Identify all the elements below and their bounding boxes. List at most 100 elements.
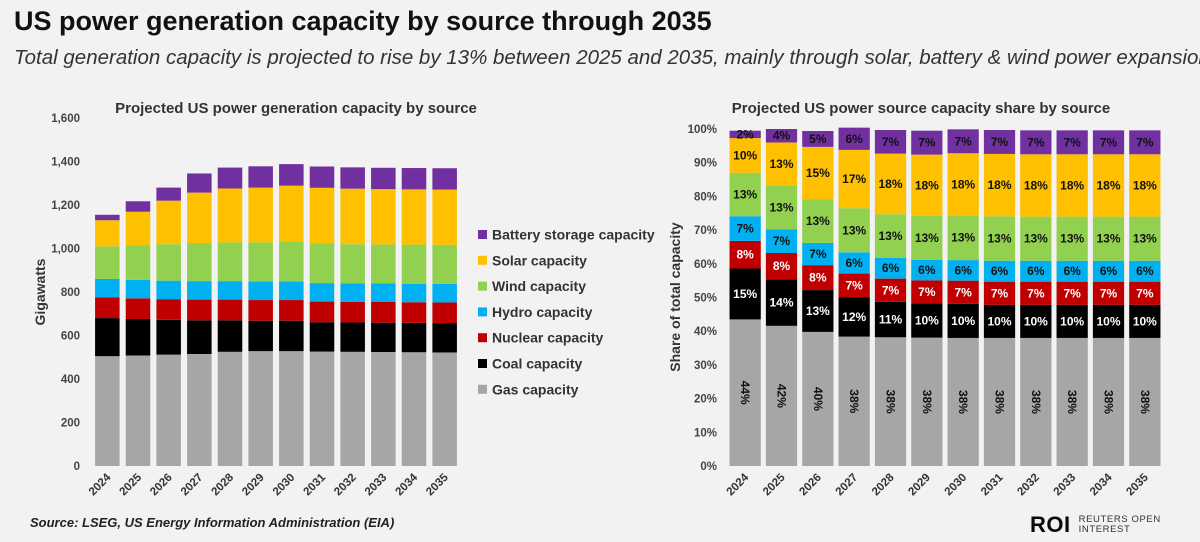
share-segment-hydro <box>1020 260 1052 282</box>
bar-segment-wind <box>279 241 304 282</box>
bar-segment-hydro <box>340 283 365 302</box>
bar-segment-nuclear <box>156 299 181 320</box>
bar-segment-battery <box>279 164 304 186</box>
bar-segment-battery <box>95 214 120 221</box>
bar-segment-gas <box>187 353 212 466</box>
left-y-tick-label: 800 <box>61 287 80 299</box>
share-segment-nuclear <box>1129 281 1161 305</box>
bar-segment-wind <box>340 244 365 284</box>
legend-label-wind: Wind capacity <box>492 278 586 294</box>
share-data-label-nuclear: 7% <box>1100 286 1118 300</box>
bar-segment-coal <box>95 318 120 357</box>
right-x-tick-label: 2033 <box>1052 472 1079 499</box>
right-chart-title: Projected US power source capacity share… <box>732 100 1111 117</box>
right-y-tick-label: 40% <box>694 326 717 338</box>
left-y-tick-label: 1,400 <box>51 157 80 169</box>
bar-segment-nuclear <box>125 298 151 319</box>
bar-segment-solar <box>248 187 273 243</box>
share-data-label-gas: 38% <box>1029 390 1043 414</box>
right-x-tick-label: 2029 <box>906 472 933 499</box>
share-data-label-battery: 7% <box>1027 135 1045 149</box>
share-data-label-hydro: 6% <box>1063 264 1081 278</box>
share-data-label-coal: 10% <box>1133 314 1157 328</box>
share-data-label-gas: 38% <box>847 389 861 413</box>
share-segment-gas <box>1092 337 1125 466</box>
right-x-tick-label: 2026 <box>797 472 824 499</box>
share-data-label-battery: 7% <box>1063 135 1081 149</box>
share-data-label-wind: 13% <box>951 231 975 245</box>
bar-segment-wind <box>248 242 273 282</box>
bar-segment-nuclear <box>248 300 273 321</box>
share-data-label-wind: 13% <box>769 201 793 215</box>
share-data-label-battery: 7% <box>954 134 972 148</box>
share-data-label-nuclear: 7% <box>954 285 972 299</box>
share-segment-coal <box>947 303 979 338</box>
bar-segment-gas <box>340 351 365 466</box>
share-data-label-gas: 38% <box>1065 390 1079 414</box>
share-data-label-gas: 44% <box>738 381 752 405</box>
bar-segment-wind <box>125 245 151 280</box>
share-data-label-battery: 6% <box>845 132 863 146</box>
share-segment-solar <box>874 153 907 215</box>
bar-segment-solar <box>432 189 457 245</box>
share-data-label-wind: 13% <box>733 188 757 202</box>
right-x-tick-label: 2031 <box>979 471 1006 498</box>
bar-segment-solar <box>187 192 212 244</box>
bar-segment-wind <box>187 243 212 282</box>
share-segment-nuclear <box>983 281 1016 305</box>
bar-segment-hydro <box>95 278 120 298</box>
share-data-label-coal: 10% <box>915 314 939 328</box>
share-data-label-solar: 18% <box>1133 178 1157 192</box>
bar-segment-coal <box>340 322 365 352</box>
bar-segment-hydro <box>187 281 212 300</box>
logo-sub-line-2: INTEREST <box>1078 524 1131 535</box>
bar-segment-hydro <box>309 283 335 302</box>
share-segment-hydro <box>1129 260 1161 282</box>
share-data-label-gas: 38% <box>884 390 898 414</box>
share-data-label-wind: 13% <box>1096 232 1120 246</box>
share-segment-wind <box>838 208 870 253</box>
right-x-tick-label: 2028 <box>870 471 897 498</box>
bar-segment-battery <box>248 166 273 188</box>
share-data-label-solar: 18% <box>1024 178 1048 192</box>
share-segment-nuclear <box>838 273 870 298</box>
share-segment-hydro <box>729 216 761 241</box>
share-segment-wind <box>729 172 761 217</box>
legend-swatch-solar <box>478 255 487 265</box>
bar-segment-nuclear <box>309 301 335 323</box>
left-y-tick-label: 1,600 <box>51 113 80 125</box>
bar-segment-coal <box>309 322 335 352</box>
share-segment-solar <box>729 138 761 173</box>
share-segment-wind <box>983 216 1016 261</box>
right-x-tick-label: 2030 <box>943 472 970 499</box>
bar-segment-gas <box>125 355 151 466</box>
right-y-tick-label: 60% <box>694 259 717 271</box>
bar-segment-coal <box>248 320 273 352</box>
bar-segment-gas <box>432 352 457 466</box>
share-segment-wind <box>1092 216 1125 261</box>
share-data-label-hydro: 6% <box>845 256 863 270</box>
bar-segment-coal <box>371 322 396 353</box>
bar-segment-coal <box>217 320 243 352</box>
share-data-label-hydro: 7% <box>809 247 827 261</box>
bar-segment-gas <box>279 351 304 466</box>
share-data-label-gas: 38% <box>1138 390 1152 414</box>
share-segment-coal <box>874 301 907 338</box>
share-segment-coal <box>911 303 943 338</box>
bar-segment-coal <box>125 318 151 356</box>
share-data-label-solar: 18% <box>915 178 939 192</box>
share-segment-coal <box>1129 304 1161 338</box>
left-y-tick-label: 1,000 <box>51 244 80 256</box>
bar-segment-nuclear <box>401 302 427 323</box>
share-data-label-battery: 7% <box>991 135 1009 149</box>
share-segment-wind <box>802 199 834 243</box>
share-data-label-wind: 13% <box>1060 232 1084 246</box>
legend-label-battery: Battery storage capacity <box>492 227 655 243</box>
share-segment-wind <box>1129 216 1161 261</box>
share-segment-nuclear <box>874 278 907 302</box>
right-x-tick-label: 2032 <box>1015 472 1042 499</box>
bar-segment-coal <box>401 322 427 353</box>
share-data-label-gas: 42% <box>775 384 789 408</box>
share-segment-gas <box>1020 337 1052 466</box>
share-data-label-solar: 18% <box>1060 178 1084 192</box>
